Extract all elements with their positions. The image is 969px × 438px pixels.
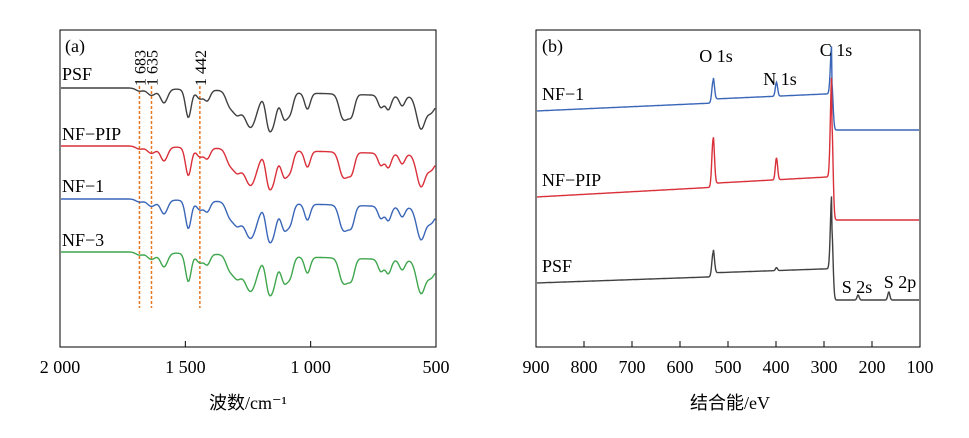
panel-b-peak-label: O 1s — [699, 46, 733, 66]
panel-b-xlabel: 结合能/eV — [690, 393, 770, 413]
panel-b-xtick-label: 100 — [907, 357, 934, 377]
panel-b-series-line-psf — [536, 196, 919, 301]
panel-b-series-labels: NF−1 NF−PIP PSF — [542, 84, 601, 276]
panel-a-series-label: NF−1 — [62, 176, 104, 196]
panel-b-xtick-label: 600 — [667, 357, 694, 377]
panel-a-series-line-nf-3 — [61, 251, 436, 297]
panel-a-series-label: NF−PIP — [62, 124, 121, 144]
panel-a-x-ticks: 2 000 1 500 1 000 500 — [40, 341, 450, 377]
panel-b-x-ticks: 900 800 700 600 500 400 300 200 100 — [523, 341, 934, 377]
panel-a-label: (a) — [65, 36, 85, 57]
panel-b-peak-label: S 2s — [842, 277, 873, 297]
panel-b-xtick-label: 500 — [715, 357, 742, 377]
panel-b-xps: (b) NF−1 NF−PIP PSF O 1s N 1s C 1s S 2s S 2p 9… — [523, 29, 934, 413]
panel-a-xtick-label: 1 000 — [290, 357, 331, 377]
panel-b-xtick-label: 200 — [859, 357, 886, 377]
panel-b-xtick-label: 300 — [811, 357, 838, 377]
panel-b-peak-label: N 1s — [763, 69, 797, 89]
panel-b-label: (b) — [542, 36, 563, 57]
panel-b-peak-labels: O 1s N 1s C 1s S 2s S 2p — [699, 40, 916, 297]
panel-b-xtick-label: 900 — [523, 357, 550, 377]
panel-a-frame — [59, 29, 437, 348]
panel-b-xtick-label: 400 — [763, 357, 790, 377]
panel-b-peak-label: S 2p — [884, 272, 917, 292]
panel-a-xlabel: 波数/cm⁻¹ — [209, 393, 287, 413]
panel-b-xtick-label: 800 — [571, 357, 598, 377]
panel-a-series-label: NF−3 — [62, 230, 104, 250]
panel-b-series-group — [536, 46, 919, 301]
panel-a-xtick-label: 2 000 — [40, 357, 81, 377]
panel-b-series-label: NF−1 — [542, 84, 584, 104]
panel-b-xtick-label: 700 — [619, 357, 646, 377]
panel-b-series-line-nf-pip — [537, 77, 919, 221]
panel-a-series-labels: PSF NF−PIP NF−1 NF−3 — [62, 64, 121, 250]
panel-a-series-line-nf-1 — [61, 198, 436, 244]
panel-a-series-line-nf-pip — [61, 145, 436, 191]
panel-a-xtick-label: 500 — [423, 357, 450, 377]
panel-a-xtick-label: 1 500 — [165, 357, 206, 377]
panel-a-series-label: PSF — [62, 64, 92, 84]
panel-a-marker-label: 1 635 — [144, 50, 161, 86]
panel-a-marker-label: 1 683 — [132, 50, 149, 86]
panel-b-peak-label: C 1s — [820, 40, 853, 60]
panel-a-marker-label: 1 442 — [193, 50, 210, 86]
panel-b-series-label: NF−PIP — [542, 170, 601, 190]
panel-a-series-group — [61, 87, 436, 297]
panel-a-series-line-psf — [61, 87, 436, 133]
panel-b-series-line-nf-1 — [536, 46, 919, 131]
panel-b-series-label: PSF — [542, 256, 572, 276]
